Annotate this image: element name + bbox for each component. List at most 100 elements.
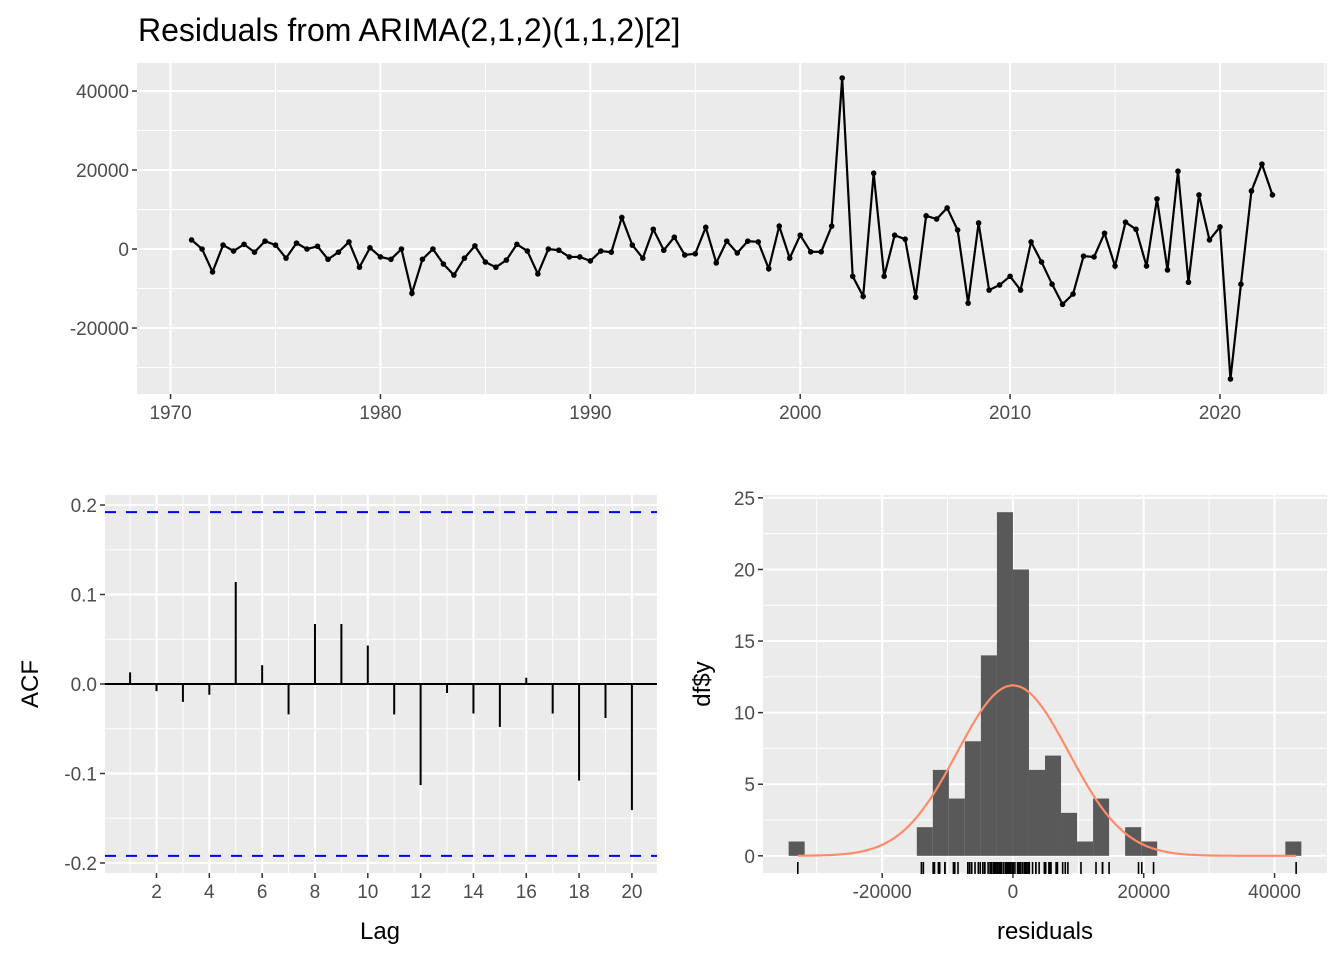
chart-title: Residuals from ARIMA(2,1,2)(1,1,2)[2] [138,12,680,48]
y-tick-label: 0.2 [71,496,97,517]
residual-point [776,223,783,229]
residual-point [1049,281,1055,287]
residual-point [786,255,793,261]
residual-point [262,238,268,244]
residual-point [367,245,373,251]
residual-point [493,264,499,271]
acf-plot: 2 4 6 8 10 12 14 16 18 20 -0.2 -0.1 0.0 0.1 0.2 [64,495,657,903]
histogram-bar [916,827,933,856]
residual-point [1059,301,1066,308]
residual-point [272,242,279,248]
residual-point [482,259,489,265]
residual-point [954,227,961,233]
residual-point [1164,267,1171,273]
residual-point [870,170,877,177]
residual-point [629,242,636,248]
residual-point [1007,273,1013,280]
histogram-bar [932,769,949,856]
residual-point [577,254,583,260]
histogram-bar [1012,569,1029,856]
histogram-bar [964,741,981,856]
residual-point [1196,192,1202,198]
residual-point [986,287,992,293]
residual-point [1070,291,1076,297]
residual-point [849,273,856,280]
residual-point [619,214,625,221]
residual-point [566,254,573,260]
residual-point [1227,376,1234,382]
y-tick-label: 0 [118,240,129,261]
x-tick-label: 1970 [149,403,191,424]
residual-point [409,290,415,297]
histogram-bar [1125,827,1142,856]
residual-point [1080,253,1087,259]
residual-point [713,260,720,266]
x-tick-label: 4 [204,882,215,903]
residual-point [209,269,216,275]
y-tick-label: 10 [734,704,755,725]
residual-point [640,255,646,261]
residual-point [356,264,363,271]
residual-point [1217,224,1223,230]
residual-point [902,236,908,242]
residual-point [314,243,321,250]
histogram-bar [996,512,1013,856]
residual-point [923,213,929,219]
histogram-bar [1061,812,1078,856]
x-tick-label: 2020 [1199,403,1241,424]
residual-point [702,224,709,231]
residual-point [1238,281,1244,287]
residual-point [346,239,352,245]
x-tick-label: 18 [569,882,590,903]
residual-point [1028,239,1034,245]
residual-point [797,232,804,239]
residual-point [377,254,384,260]
x-tick-label: 14 [463,882,485,903]
residual-point [891,232,898,239]
residual-point [251,249,258,255]
residual-point [587,258,594,264]
normal-density-curve [797,684,1297,857]
residual-point [545,246,552,252]
histogram-bar [1028,769,1045,856]
residual-point [325,256,331,263]
residual-point [681,252,688,258]
residual-point [230,248,237,254]
residual-point [535,271,541,277]
residual-point [660,247,667,254]
y-tick-label: 0.1 [71,586,97,607]
x-tick-label: 2 [151,882,162,903]
y-tick-label: 0.0 [71,675,97,696]
residual-point [723,238,730,244]
residual-point [1259,161,1265,167]
x-tick-label: 20000 [1117,882,1170,903]
residual-point [461,255,468,261]
residual-point [933,216,940,222]
x-tick-label: 40000 [1248,882,1301,903]
residuals-time-plot: 1970 1980 1990 2000 2010 2020 -20000 0 20000 4000… [70,63,1327,424]
residual-point [1185,279,1192,286]
residual-point [608,249,615,255]
y-tick-label: 20000 [76,161,129,182]
residual-point [1091,254,1097,260]
residual-point [881,273,887,280]
histogram-bar [1285,841,1302,856]
residual-point [1112,263,1118,269]
residual-point [1133,226,1139,233]
residual-point [828,223,835,229]
residual-point [1206,237,1213,243]
x-tick-label: 2000 [779,403,821,424]
residual-point [514,241,520,248]
residual-point [241,241,247,248]
residual-point [335,249,342,255]
x-tick-label: -20000 [853,882,912,903]
residual-point [388,256,394,263]
residual-point [818,249,824,255]
residual-histogram: -20000 0 20000 40000 0 5 10 15 20 25 [734,489,1327,903]
residual-point [807,249,814,255]
residual-point [1175,168,1181,175]
y-tick-label: -20000 [70,319,129,340]
histogram-y-axis-title: df$y [689,661,716,706]
residual-point [860,293,866,300]
